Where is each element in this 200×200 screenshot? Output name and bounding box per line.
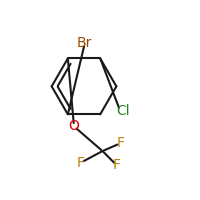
- Text: F: F: [77, 156, 85, 170]
- Text: F: F: [112, 158, 120, 172]
- Text: Br: Br: [77, 36, 92, 50]
- Text: Cl: Cl: [116, 104, 130, 118]
- Text: O: O: [69, 119, 79, 133]
- Text: F: F: [116, 136, 124, 150]
